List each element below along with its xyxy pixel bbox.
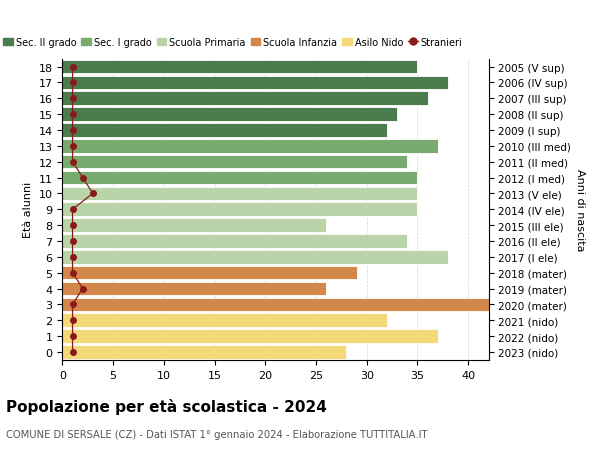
Point [68, 348, 77, 356]
Point [78, 174, 88, 182]
Point [68, 159, 77, 166]
Point [68, 111, 77, 118]
Bar [62, 314, 387, 327]
Point [68, 222, 77, 229]
Point [68, 95, 77, 103]
Point [68, 317, 77, 324]
Bar [62, 251, 448, 264]
Point [68, 238, 77, 245]
Bar [62, 61, 418, 74]
Bar [62, 346, 346, 359]
Point [68, 143, 77, 150]
Bar [62, 92, 428, 106]
Point [68, 127, 77, 134]
Bar [62, 235, 407, 248]
Point [88, 190, 98, 198]
Bar [62, 266, 356, 280]
Point [68, 79, 77, 87]
Point [68, 64, 77, 71]
Point [68, 269, 77, 277]
Text: COMUNE DI SERSALE (CZ) - Dati ISTAT 1° gennaio 2024 - Elaborazione TUTTITALIA.IT: COMUNE DI SERSALE (CZ) - Dati ISTAT 1° g… [6, 429, 427, 439]
Bar [62, 219, 326, 232]
Bar [62, 330, 438, 343]
Bar [62, 171, 418, 185]
Bar [62, 298, 488, 312]
Point [68, 206, 77, 213]
Bar [62, 203, 418, 217]
Bar [62, 156, 407, 169]
Bar [62, 140, 438, 153]
Y-axis label: Anni di nascita: Anni di nascita [575, 168, 585, 251]
Text: Popolazione per età scolastica - 2024: Popolazione per età scolastica - 2024 [6, 398, 327, 414]
Point [68, 333, 77, 340]
Bar [62, 77, 448, 90]
Bar [62, 108, 397, 122]
Bar [62, 282, 326, 296]
Y-axis label: Età alunni: Età alunni [23, 182, 33, 238]
Legend: Sec. II grado, Sec. I grado, Scuola Primaria, Scuola Infanzia, Asilo Nido, Stran: Sec. II grado, Sec. I grado, Scuola Prim… [0, 34, 466, 51]
Bar [62, 124, 387, 137]
Bar [62, 187, 418, 201]
Point [78, 285, 88, 292]
Point [68, 253, 77, 261]
Point [68, 301, 77, 308]
